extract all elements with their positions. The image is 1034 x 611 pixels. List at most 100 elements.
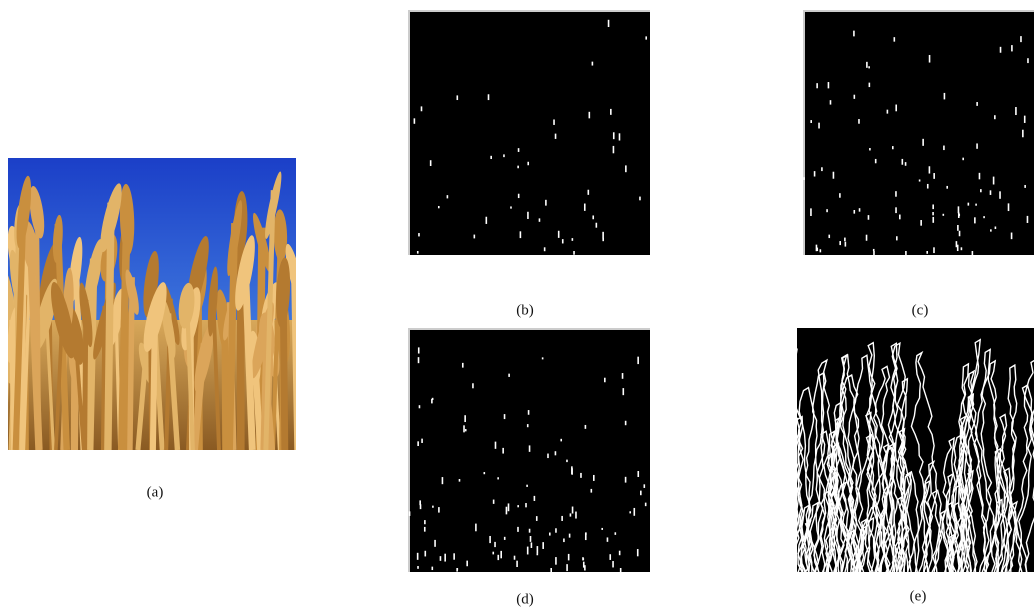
edge-pixel [853, 210, 855, 214]
edge-pixel [933, 173, 935, 179]
edge-pixel [453, 553, 455, 559]
edge-pixel [896, 236, 898, 240]
edge-pixel [486, 217, 488, 224]
edge-pixel [1020, 36, 1022, 42]
edge-pixel [990, 190, 992, 195]
edge-pixel [424, 551, 426, 557]
edge-pixel [961, 247, 963, 250]
edge-pixel [534, 496, 536, 501]
edge-pixel [895, 191, 897, 197]
edge-pixel [432, 567, 434, 570]
edge-pixel [585, 425, 587, 429]
edge-pixel [568, 554, 570, 560]
edge-pixel [566, 460, 568, 462]
edge-pixel [620, 568, 622, 575]
edge-pixel [506, 507, 508, 515]
edge-pixel [629, 511, 631, 513]
edge-map [785, 328, 1034, 583]
edge-pixel [520, 231, 522, 238]
edge-pixel [816, 248, 818, 251]
edge-pixel [517, 505, 519, 507]
edge-pixel [592, 215, 594, 219]
edge-pixel [475, 524, 477, 532]
edge-pixel [895, 207, 897, 213]
edge-pixel [833, 172, 835, 179]
edge-pixel [508, 374, 510, 377]
edge-pixel [814, 171, 816, 176]
edge-pixel [608, 20, 610, 27]
edge-pixel [929, 55, 931, 63]
edge-pixel [434, 540, 436, 547]
edge-pixel [820, 249, 822, 252]
edge-pixel [593, 475, 595, 481]
edge-pixel [839, 193, 841, 198]
edge-pixel [550, 568, 552, 574]
edge-pixel [1008, 203, 1010, 211]
edge-pixel [895, 105, 897, 112]
edge-pixel [464, 415, 466, 422]
edge-pixel [463, 425, 465, 432]
edge-pixel [979, 173, 981, 179]
edge-pixel [537, 553, 539, 555]
panel-label: (a) [147, 484, 164, 500]
edge-pixel [503, 154, 505, 157]
edge-pixel [1000, 47, 1002, 53]
edge-pixel [644, 484, 646, 488]
edge-pixel [980, 189, 982, 192]
edge-pixel [1027, 58, 1029, 63]
edge-pixel [826, 209, 828, 212]
edge-pixel [527, 212, 529, 219]
edge-pixel [622, 388, 624, 395]
edge-pixel [894, 37, 896, 42]
edge-pixel [527, 162, 529, 165]
edge-pixel [944, 93, 946, 99]
edge-pixel [432, 506, 434, 508]
edge-pixel [530, 536, 532, 542]
edge-pixel [580, 473, 582, 478]
edge-pixel [421, 106, 423, 111]
edge-pixel [497, 555, 499, 560]
edge-pixel [932, 204, 934, 209]
edge-pixel [440, 556, 442, 561]
edge-pixel [602, 238, 604, 241]
edge-pixel [899, 215, 901, 220]
edge-pixel [545, 200, 547, 206]
edge-pixel [563, 538, 565, 542]
edge-pixel [529, 529, 531, 533]
edge-pixel [610, 109, 612, 115]
panel-label: (c) [912, 302, 929, 318]
edge-pixel [588, 190, 590, 195]
edge-pixel [868, 215, 870, 220]
edge-pixel [958, 206, 960, 213]
edge-pixel [958, 213, 960, 218]
edge-pixel [613, 146, 615, 153]
edge-pixel [575, 512, 577, 519]
edge-pixel [887, 110, 889, 114]
edge-pixel [518, 194, 520, 198]
edge-map [408, 10, 650, 255]
edge-pixel [929, 166, 931, 173]
edge-pixel [902, 159, 904, 165]
edge-pixel [591, 489, 593, 493]
edge-pixel [613, 132, 615, 139]
edge-pixel [932, 212, 934, 215]
edge-pixel [866, 62, 868, 68]
edge-pixel [526, 485, 528, 487]
edge-pixel [612, 561, 614, 567]
edge-pixel [571, 466, 573, 474]
edge-pixel [990, 229, 992, 231]
edge-pixel [527, 424, 529, 427]
edge-pixel [537, 546, 539, 553]
edge-pixel [528, 410, 530, 415]
edge-pixel [414, 118, 416, 123]
edge-pixel [573, 251, 575, 255]
edge-pixel [946, 186, 948, 189]
edge-pixel [821, 167, 823, 171]
edge-pixel [438, 507, 440, 512]
edge-pixel [424, 527, 426, 532]
edge-pixel [572, 507, 574, 514]
edge-pixel [922, 139, 924, 146]
edge-pixel [994, 115, 996, 119]
edge-pixel [830, 100, 832, 104]
edge-pixel [419, 405, 421, 408]
